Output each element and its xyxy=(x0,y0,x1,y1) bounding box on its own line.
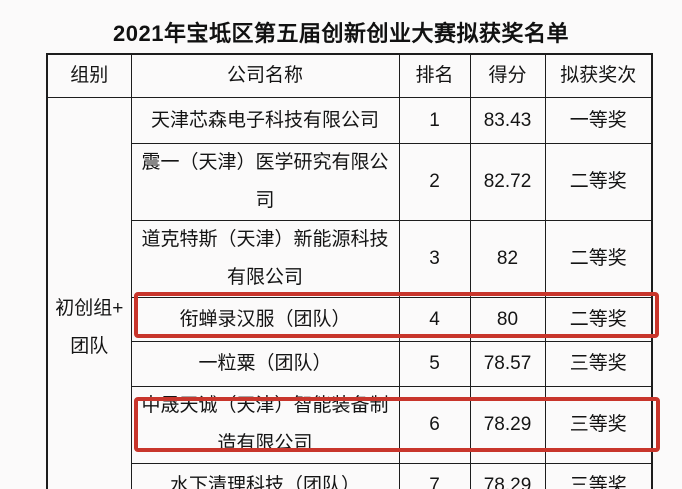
table-header-row: 组别 公司名称 排名 得分 拟获奖次 xyxy=(46,53,653,98)
rank-cell: 2 xyxy=(398,143,471,221)
header-group: 组别 xyxy=(46,53,132,98)
header-rank: 排名 xyxy=(398,53,471,98)
header-award: 拟获奖次 xyxy=(544,53,653,98)
award-cell: 二等奖 xyxy=(544,143,653,221)
table-row: 衔蝉录汉服（团队） 4 80 二等奖 xyxy=(47,297,653,342)
rank-cell: 7 xyxy=(398,463,471,489)
award-cell: 二等奖 xyxy=(544,220,653,298)
score-cell: 78.29 xyxy=(469,463,546,489)
award-cell: 二等奖 xyxy=(544,297,653,342)
award-cell: 三等奖 xyxy=(544,386,653,464)
rank-cell: 6 xyxy=(398,386,471,464)
table-row-highlighted: 一粒粟（团队） 5 78.57 三等奖 xyxy=(47,341,653,387)
score-cell: 82 xyxy=(469,220,546,298)
group-cell: 初创组+ 团队 xyxy=(46,97,132,489)
page-title: 2021年宝坻区第五届创新创业大赛拟获奖名单 xyxy=(113,21,569,46)
company-cell: 衔蝉录汉服（团队） xyxy=(130,297,400,342)
table-row: 中晟天诚（天津）智能装备制造有限公司 6 78.29 三等奖 xyxy=(47,386,653,464)
award-cell: 三等奖 xyxy=(544,463,653,489)
company-cell: 一粒粟（团队） xyxy=(130,341,400,387)
rank-cell: 3 xyxy=(398,220,471,298)
table-row-highlighted: 水下清理科技（团队） 7 78.29 三等奖 xyxy=(47,463,653,489)
company-cell: 震一（天津）医学研究有限公司 xyxy=(130,143,400,221)
score-cell: 82.72 xyxy=(469,143,546,221)
table-row: 初创组+ 团队 天津芯森电子科技有限公司 1 83.43 一等奖 xyxy=(46,97,653,489)
company-cell: 中晟天诚（天津）智能装备制造有限公司 xyxy=(130,386,400,464)
score-cell: 78.57 xyxy=(469,341,546,387)
company-cell: 天津芯森电子科技有限公司 xyxy=(130,97,400,144)
header-score: 得分 xyxy=(469,53,546,98)
table-row: 震一（天津）医学研究有限公司 2 82.72 二等奖 xyxy=(47,143,653,221)
award-table: 组别 公司名称 排名 得分 拟获奖次 初创组+ 团队 天津芯森电子科技有限公司 … xyxy=(46,53,653,489)
score-cell: 78.29 xyxy=(469,386,546,464)
rank-cell: 4 xyxy=(398,297,471,342)
rank-cell: 1 xyxy=(398,97,471,144)
award-cell: 一等奖 xyxy=(544,97,653,144)
rank-cell: 5 xyxy=(398,341,471,387)
score-cell: 83.43 xyxy=(469,97,546,144)
company-cell: 道克特斯（天津）新能源科技有限公司 xyxy=(130,220,400,298)
award-cell: 三等奖 xyxy=(544,341,653,387)
header-company: 公司名称 xyxy=(130,53,400,98)
table-row: 道克特斯（天津）新能源科技有限公司 3 82 二等奖 xyxy=(47,220,653,298)
score-cell: 80 xyxy=(469,297,546,342)
company-cell: 水下清理科技（团队） xyxy=(130,463,400,489)
